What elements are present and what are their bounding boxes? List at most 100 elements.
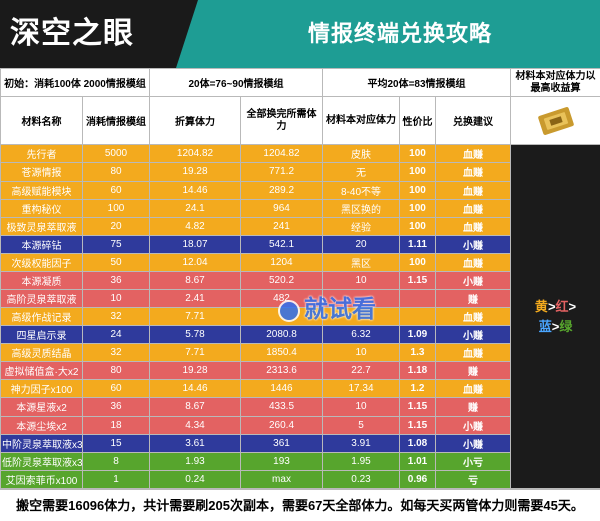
cell-ratio: 1.09 [400,326,436,344]
legend-separator: > [569,299,577,314]
cell-material-name: 中阶灵泉萃取液x3 [1,434,83,452]
cell-cost: 80 [83,362,150,380]
cell-material-stamina: 3.91 [323,434,400,452]
cell-cost: 5000 [83,145,150,163]
cell-ratio: 1.01 [400,452,436,470]
cell-material-name: 高级作战记录 [1,308,83,326]
summary-footer: 搬空需要16096体力，共计需要刷205次副本，需要67天全部体力。如每天买两管… [0,489,600,520]
exchange-table: 初始：消耗100体 2000情报模组 20体=76~90情报模组 平均20体=8… [0,68,600,489]
cell-stamina: 4.34 [150,416,241,434]
cell-material-name: 本源碎钻 [1,235,83,253]
cell-stamina: 19.28 [150,163,241,181]
game-logo: 深空之眼 [0,0,176,68]
cell-cost: 18 [83,416,150,434]
cell-total-stamina: 1204.82 [241,145,323,163]
cell-ratio: 1.15 [400,416,436,434]
page-title: 情报终端兑换攻略 [200,0,600,68]
cell-material-name: 本源凝质 [1,271,83,289]
cell-material-stamina: 6.32 [323,326,400,344]
cell-advice: 小赚 [436,326,511,344]
cell-stamina: 2.41 [150,289,241,307]
cell-stamina: 5.78 [150,326,241,344]
cell-ratio [400,289,436,307]
col-header-total: 全部换完所需体力 [241,97,323,145]
cell-stamina: 14.46 [150,181,241,199]
cell-ratio: 100 [400,163,436,181]
header-average: 平均20体=83情报模组 [323,69,511,97]
cell-total-stamina: 1850.4 [241,344,323,362]
cell-advice: 血赚 [436,199,511,217]
cell-cost: 60 [83,380,150,398]
cell-material-stamina: 经验 [323,217,400,235]
col-header-ratio: 性价比 [400,97,436,145]
cell-stamina: 8.67 [150,398,241,416]
legend-yellow: 黄 [535,299,548,314]
cell-ratio: 100 [400,199,436,217]
cell-material-stamina: 10 [323,271,400,289]
cell-ratio [400,308,436,326]
cell-ratio: 100 [400,145,436,163]
cell-stamina: 24.1 [150,199,241,217]
cell-advice: 血赚 [436,344,511,362]
cell-cost: 10 [83,289,150,307]
cell-ratio: 1.15 [400,271,436,289]
watermark-badge-icon [278,300,300,322]
cell-advice: 血赚 [436,217,511,235]
col-header-cost: 消耗情报模组 [83,97,150,145]
cell-advice: 血赚 [436,145,511,163]
cell-cost: 36 [83,271,150,289]
cell-advice: 赚 [436,289,511,307]
cell-total-stamina: 1446 [241,380,323,398]
cell-material-name: 高级赋能模块 [1,181,83,199]
cell-total-stamina: 2313.6 [241,362,323,380]
cell-total-stamina: 260.4 [241,416,323,434]
cell-total-stamina: 193 [241,452,323,470]
cell-ratio: 1.08 [400,434,436,452]
cell-total-stamina: 771.2 [241,163,323,181]
cell-cost: 80 [83,163,150,181]
cell-total-stamina: 241 [241,217,323,235]
cell-material-name: 虚拟储值盒·大x2 [1,362,83,380]
cell-stamina: 3.61 [150,434,241,452]
cell-material-stamina: 0.23 [323,470,400,488]
cell-material-stamina: 17.34 [323,380,400,398]
header-20-stamina: 20体=76~90情报模组 [150,69,323,97]
priority-legend: 黄>红>蓝>绿 [511,145,600,489]
cell-material-stamina: 皮肤 [323,145,400,163]
material-image-cell [511,97,600,145]
cell-advice: 小赚 [436,416,511,434]
cell-cost: 36 [83,398,150,416]
cell-ratio: 1.18 [400,362,436,380]
cell-total-stamina: 964 [241,199,323,217]
cell-advice: 血赚 [436,308,511,326]
cell-total-stamina: 289.2 [241,181,323,199]
cell-cost: 15 [83,434,150,452]
watermark: 就试看 [278,292,388,328]
legend-red: 红 [556,299,569,314]
cell-material-stamina: 黑区 [323,253,400,271]
cell-advice: 血赚 [436,181,511,199]
cell-total-stamina: 433.5 [241,398,323,416]
cell-stamina: 14.46 [150,380,241,398]
cell-material-name: 高阶灵泉萃取液 [1,289,83,307]
cell-material-name: 重构秘仪 [1,199,83,217]
cell-material-name: 本源尘埃x2 [1,416,83,434]
cell-stamina: 19.28 [150,362,241,380]
cell-ratio: 1.11 [400,235,436,253]
cell-total-stamina: 520.2 [241,271,323,289]
legend-separator: > [548,299,556,314]
cell-material-name: 四星启示录 [1,326,83,344]
cell-stamina: 12.04 [150,253,241,271]
header-initial: 初始：消耗100体 2000情报模组 [1,69,150,97]
cell-material-name: 次级权能因子 [1,253,83,271]
